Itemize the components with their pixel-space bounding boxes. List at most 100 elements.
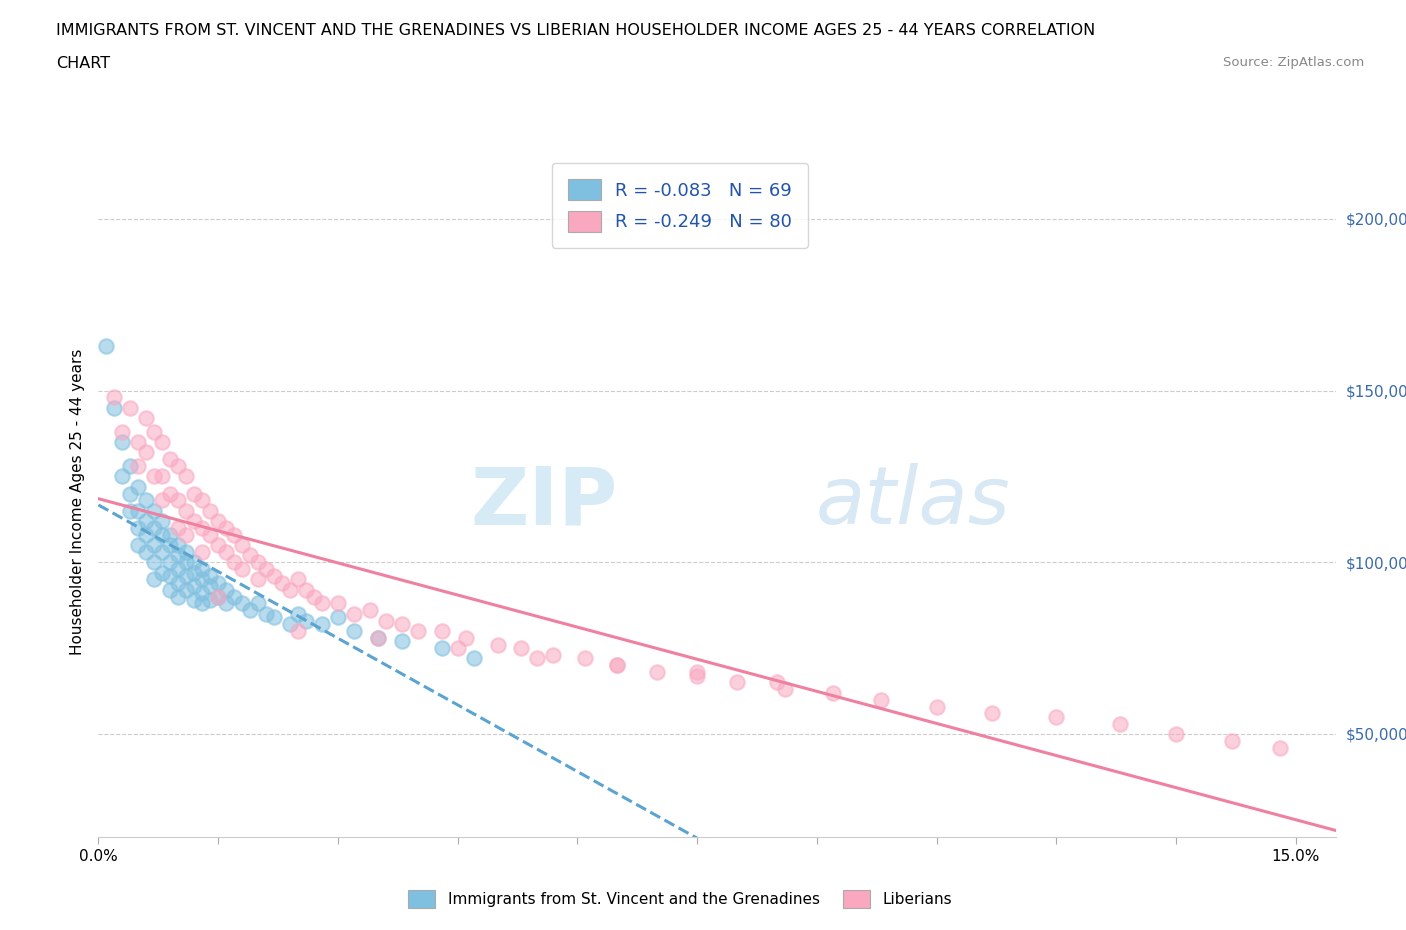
- Point: [287, 572, 309, 587]
- Point: [302, 590, 325, 604]
- Point: [271, 576, 294, 591]
- Point: [430, 623, 453, 638]
- Point: [167, 458, 190, 473]
- Point: [167, 548, 190, 563]
- Point: [766, 675, 789, 690]
- Point: [215, 545, 238, 560]
- Point: [207, 538, 229, 552]
- Point: [574, 651, 596, 666]
- Point: [311, 596, 333, 611]
- Point: [183, 555, 205, 570]
- Point: [278, 617, 301, 631]
- Text: ZIP: ZIP: [471, 463, 619, 541]
- Point: [150, 527, 173, 542]
- Point: [295, 613, 318, 628]
- Point: [725, 675, 748, 690]
- Y-axis label: Householder Income Ages 25 - 44 years: Householder Income Ages 25 - 44 years: [69, 349, 84, 656]
- Point: [686, 665, 709, 680]
- Point: [135, 493, 157, 508]
- Point: [454, 631, 477, 645]
- Point: [150, 545, 173, 560]
- Point: [1109, 716, 1132, 731]
- Point: [183, 592, 205, 607]
- Legend: Immigrants from St. Vincent and the Grenadines, Liberians: Immigrants from St. Vincent and the Gren…: [395, 878, 965, 920]
- Point: [606, 658, 628, 672]
- Text: CHART: CHART: [56, 56, 110, 71]
- Point: [159, 538, 181, 552]
- Point: [247, 555, 270, 570]
- Point: [159, 568, 181, 583]
- Point: [224, 590, 246, 604]
- Point: [1164, 726, 1187, 741]
- Point: [367, 631, 389, 645]
- Point: [183, 565, 205, 580]
- Point: [207, 590, 229, 604]
- Point: [183, 513, 205, 528]
- Point: [191, 521, 214, 536]
- Point: [295, 582, 318, 597]
- Point: [446, 641, 468, 656]
- Point: [343, 606, 366, 621]
- Point: [359, 603, 381, 618]
- Point: [1268, 740, 1291, 755]
- Point: [254, 606, 277, 621]
- Point: [167, 538, 190, 552]
- Point: [127, 538, 149, 552]
- Point: [135, 513, 157, 528]
- Point: [127, 479, 149, 494]
- Point: [167, 576, 190, 591]
- Point: [143, 538, 166, 552]
- Point: [191, 572, 214, 587]
- Point: [191, 596, 214, 611]
- Point: [463, 651, 485, 666]
- Point: [510, 641, 533, 656]
- Point: [120, 486, 142, 501]
- Point: [191, 586, 214, 601]
- Point: [174, 568, 197, 583]
- Point: [925, 699, 948, 714]
- Point: [183, 486, 205, 501]
- Point: [143, 521, 166, 536]
- Point: [143, 572, 166, 587]
- Point: [120, 503, 142, 518]
- Point: [343, 623, 366, 638]
- Point: [159, 486, 181, 501]
- Point: [159, 555, 181, 570]
- Point: [150, 513, 173, 528]
- Point: [127, 434, 149, 449]
- Point: [150, 565, 173, 580]
- Point: [159, 452, 181, 467]
- Point: [326, 596, 349, 611]
- Point: [103, 390, 125, 405]
- Point: [645, 665, 668, 680]
- Point: [198, 592, 221, 607]
- Point: [311, 617, 333, 631]
- Point: [111, 424, 134, 439]
- Point: [159, 582, 181, 597]
- Point: [174, 503, 197, 518]
- Point: [278, 582, 301, 597]
- Point: [207, 590, 229, 604]
- Point: [215, 596, 238, 611]
- Point: [150, 493, 173, 508]
- Text: IMMIGRANTS FROM ST. VINCENT AND THE GRENADINES VS LIBERIAN HOUSEHOLDER INCOME AG: IMMIGRANTS FROM ST. VINCENT AND THE GREN…: [56, 23, 1095, 38]
- Point: [606, 658, 628, 672]
- Point: [135, 545, 157, 560]
- Point: [231, 562, 253, 577]
- Point: [120, 400, 142, 415]
- Point: [127, 503, 149, 518]
- Point: [150, 434, 173, 449]
- Point: [174, 582, 197, 597]
- Point: [135, 445, 157, 459]
- Point: [103, 400, 125, 415]
- Point: [247, 572, 270, 587]
- Point: [191, 493, 214, 508]
- Point: [486, 637, 509, 652]
- Point: [224, 527, 246, 542]
- Point: [406, 623, 429, 638]
- Point: [143, 424, 166, 439]
- Text: atlas: atlas: [815, 463, 1011, 541]
- Point: [207, 513, 229, 528]
- Point: [263, 610, 285, 625]
- Point: [167, 590, 190, 604]
